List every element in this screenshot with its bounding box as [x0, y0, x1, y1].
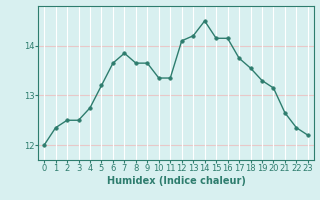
- X-axis label: Humidex (Indice chaleur): Humidex (Indice chaleur): [107, 176, 245, 186]
